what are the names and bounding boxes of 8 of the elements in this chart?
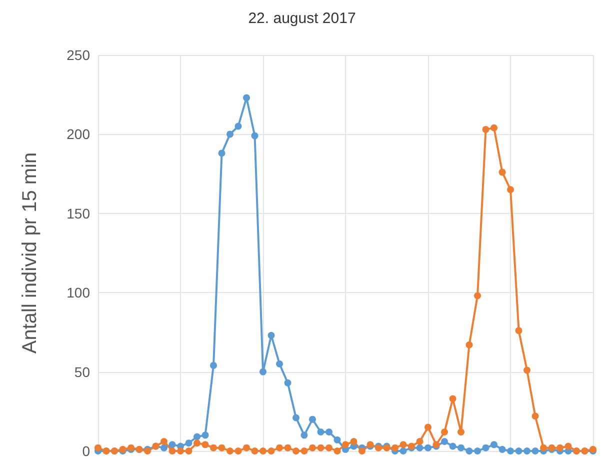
- y-axis-title: Antall individ pr 15 min: [19, 152, 41, 354]
- y-tick-label: 100: [66, 284, 90, 301]
- y-tick-label: 250: [66, 47, 90, 63]
- y-tick-label: 0: [82, 443, 90, 459]
- y-tick-label: 200: [66, 126, 90, 142]
- y-tick-label: 50: [74, 364, 90, 380]
- y-tick-label: 150: [66, 205, 90, 222]
- chart-title: 22. august 2017: [248, 10, 356, 27]
